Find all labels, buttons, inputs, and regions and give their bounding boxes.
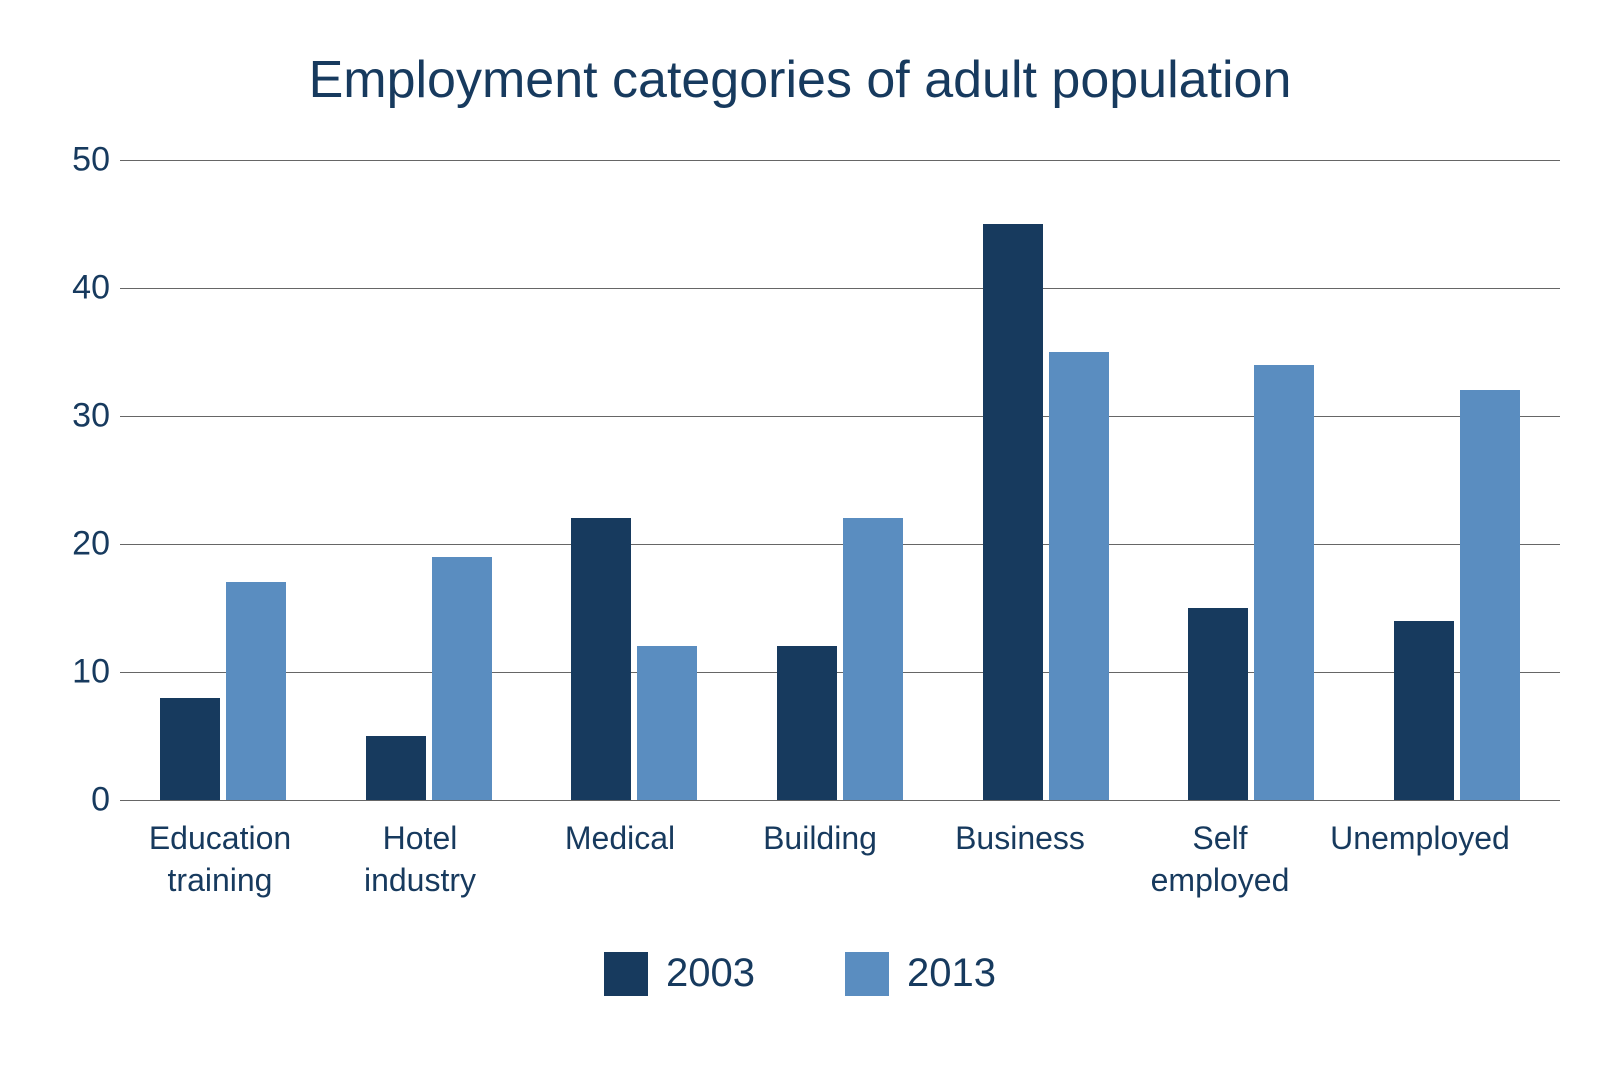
x-axis-label: Business [920, 818, 1120, 901]
legend-item: 2003 [604, 951, 755, 996]
bar [843, 518, 903, 800]
bar [1394, 621, 1454, 800]
y-tick-label: 10 [72, 653, 110, 692]
x-axis-label: Medical [520, 818, 720, 901]
x-axis-label: Building [720, 818, 920, 901]
y-tick-label: 40 [72, 269, 110, 308]
chart-container: Employment categories of adult populatio… [0, 0, 1600, 1072]
legend-swatch [845, 952, 889, 996]
y-tick-label: 20 [72, 525, 110, 564]
x-axis-label: Unemployed [1320, 818, 1520, 901]
bar [1254, 365, 1314, 800]
y-tick-label: 30 [72, 397, 110, 436]
x-axis-labels: EducationtrainingHotelindustryMedicalBui… [120, 818, 1520, 901]
bar [160, 698, 220, 800]
legend-label: 2003 [666, 951, 755, 996]
bar [366, 736, 426, 800]
bar [777, 646, 837, 800]
category-group [943, 160, 1149, 800]
bar [1188, 608, 1248, 800]
grid-line [120, 800, 1560, 801]
legend: 2003 2013 [80, 951, 1520, 996]
bars-area [120, 160, 1560, 800]
x-axis-label: Hotelindustry [320, 818, 520, 901]
category-group [326, 160, 532, 800]
bar [983, 224, 1043, 800]
category-group [531, 160, 737, 800]
y-tick-label: 50 [72, 141, 110, 180]
plot-area: 01020304050 [120, 160, 1560, 800]
category-group [120, 160, 326, 800]
bar [571, 518, 631, 800]
y-axis: 01020304050 [60, 160, 120, 800]
chart-title: Employment categories of adult populatio… [80, 50, 1520, 110]
category-group [1149, 160, 1355, 800]
legend-item: 2013 [845, 951, 996, 996]
bar [637, 646, 697, 800]
bar [432, 557, 492, 800]
bar [226, 582, 286, 800]
legend-label: 2013 [907, 951, 996, 996]
category-group [1354, 160, 1560, 800]
bar [1460, 390, 1520, 800]
y-tick-label: 0 [91, 781, 110, 820]
x-axis-label: Educationtraining [120, 818, 320, 901]
bar [1049, 352, 1109, 800]
legend-swatch [604, 952, 648, 996]
x-axis-label: Selfemployed [1120, 818, 1320, 901]
category-group [737, 160, 943, 800]
